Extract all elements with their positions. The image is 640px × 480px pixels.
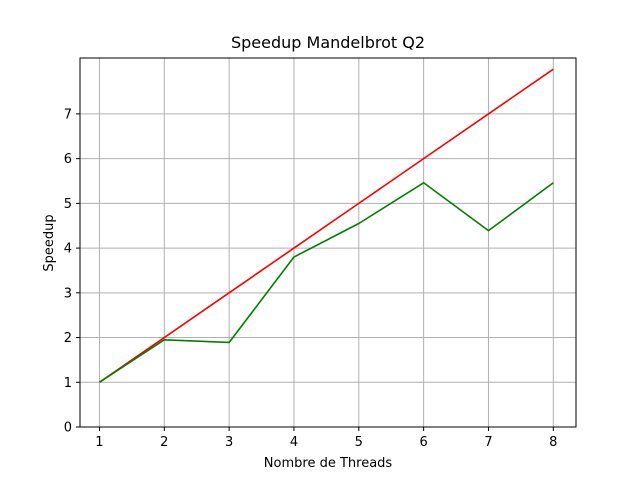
y-axis-ticks: 0 1 2 3 4 5 6 7 (64, 107, 80, 436)
x-tick-label: 4 (290, 435, 298, 450)
y-tick-label: 0 (64, 421, 72, 436)
x-tick-label: 8 (549, 435, 557, 450)
y-tick-label: 3 (64, 286, 72, 301)
y-axis-label: Speedup (42, 214, 57, 271)
series-line-1 (99, 181, 554, 383)
y-tick-label: 2 (64, 331, 72, 346)
x-axis-ticks: 1 2 3 4 5 6 7 8 (95, 427, 557, 450)
y-tick-label: 1 (64, 376, 72, 391)
y-tick-label: 5 (64, 197, 72, 212)
chart-title: Speedup Mandelbrot Q2 (231, 33, 425, 52)
x-tick-label: 2 (160, 435, 168, 450)
series-lines (98, 68, 554, 383)
x-tick-label: 7 (484, 435, 492, 450)
y-tick-label: 4 (64, 242, 72, 257)
y-tick-label: 6 (64, 152, 72, 167)
x-tick-label: 3 (225, 435, 233, 450)
y-tick-label: 7 (64, 107, 72, 122)
x-tick-label: 6 (419, 435, 427, 450)
grid-lines (80, 58, 576, 428)
x-axis-label: Nombre de Threads (264, 456, 393, 471)
x-tick-label: 5 (355, 435, 363, 450)
x-tick-label: 1 (95, 435, 103, 450)
series-line-0 (98, 68, 554, 383)
plot-area-frame (79, 57, 577, 428)
